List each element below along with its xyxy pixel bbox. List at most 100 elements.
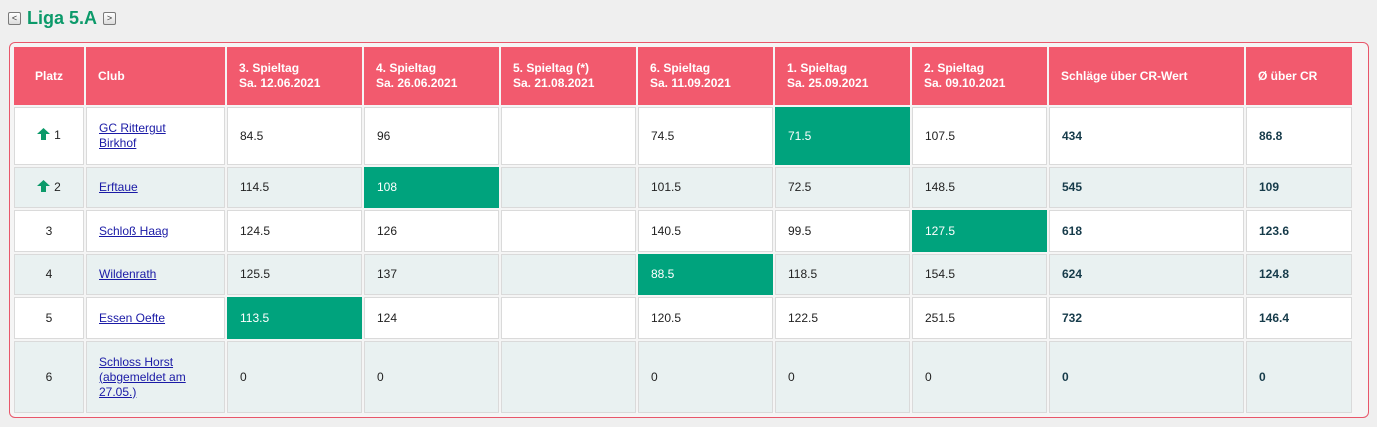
score-cell: 124.5 (227, 210, 362, 252)
table-header-row: Platz Club 3. Spieltag Sa. 12.06.2021 4. Spi… (14, 47, 1352, 105)
column-title: 6. Spieltag (650, 61, 711, 75)
score-cell: 126 (364, 210, 499, 252)
score-cell: 140.5 (638, 210, 773, 252)
score-cell (501, 107, 636, 165)
column-title: 1. Spieltag (787, 61, 848, 75)
score-cell: 120.5 (638, 297, 773, 339)
total-strokes-cell: 732 (1049, 297, 1244, 339)
col-spieltag-4-header: 4. Spieltag Sa. 26.06.2021 (364, 47, 499, 105)
score-cell: 148.5 (912, 167, 1047, 208)
next-league-button[interactable]: > (103, 11, 117, 25)
rank-cell: 3 (14, 210, 84, 252)
score-cell: 84.5 (227, 107, 362, 165)
club-name-line: GC Rittergut (99, 121, 166, 135)
score-cell: 0 (638, 341, 773, 413)
score-cell: 88.5 (638, 254, 773, 295)
club-name-line: Birkhof (99, 136, 137, 150)
club-cell: Schloß Haag (86, 210, 225, 252)
score-cell: 124 (364, 297, 499, 339)
score-cell: 96 (364, 107, 499, 165)
score-cell: 74.5 (638, 107, 773, 165)
standings-table: Platz Club 3. Spieltag Sa. 12.06.2021 4. Spi… (12, 45, 1354, 415)
rank-value: 3 (45, 223, 53, 238)
club-cell: Wildenrath (86, 254, 225, 295)
score-cell: 118.5 (775, 254, 910, 295)
club-name-line: Schloß Haag (99, 223, 169, 238)
rank-cell: 4 (14, 254, 84, 295)
rank-cell: 2 (14, 167, 84, 208)
score-cell (501, 254, 636, 295)
league-title: Liga 5.A (27, 7, 98, 28)
score-cell: 114.5 (227, 167, 362, 208)
avg-over-cr-cell: 0 (1246, 341, 1352, 413)
club-link[interactable]: Schloss Horst (abgemeldet am 27.05.) (99, 355, 186, 399)
col-strokes-over-cr-header: Schläge über CR-Wert (1049, 47, 1244, 105)
league-header: < Liga 5.A > (8, 6, 117, 30)
club-link[interactable]: Wildenrath (99, 267, 156, 281)
score-cell: 0 (912, 341, 1047, 413)
club-link[interactable]: GC Rittergut Birkhof (99, 121, 166, 150)
club-name-line: Erftaue (99, 180, 138, 194)
club-link[interactable]: Essen Oefte (99, 311, 165, 325)
col-spieltag-1-header: 1. Spieltag Sa. 25.09.2021 (775, 47, 910, 105)
score-cell: 127.5 (912, 210, 1047, 252)
score-cell: 125.5 (227, 254, 362, 295)
score-cell: 0 (227, 341, 362, 413)
table-row: 3 Schloß Haag 124.5 126 140.5 99.5 127.5 618 123… (14, 210, 1352, 252)
table-row: 5 Essen Oefte 113.5 124 120.5 122.5 251.5 732 14… (14, 297, 1352, 339)
prev-league-button[interactable]: < (8, 11, 21, 25)
score-cell: 108 (364, 167, 499, 208)
club-link[interactable]: Schloß Haag (99, 224, 168, 238)
rank-cell: 5 (14, 297, 84, 339)
total-strokes-cell: 434 (1049, 107, 1244, 165)
total-strokes-cell: 624 (1049, 254, 1244, 295)
col-club-header: Club (86, 47, 225, 105)
score-cell (501, 167, 636, 208)
rank-value: 5 (45, 310, 53, 325)
club-name-line: (abgemeldet am (99, 369, 186, 384)
avg-over-cr-cell: 124.8 (1246, 254, 1352, 295)
score-cell (501, 297, 636, 339)
club-name-line: 27.05.) (99, 384, 137, 399)
rank-value: 6 (45, 369, 53, 384)
rank-value: 2 (54, 179, 61, 194)
avg-over-cr-cell: 109 (1246, 167, 1352, 208)
club-cell: GC Rittergut Birkhof (86, 107, 225, 165)
column-title: 5. Spieltag (*) (513, 61, 590, 75)
score-cell: 154.5 (912, 254, 1047, 295)
rank-cell: 6 (14, 341, 84, 413)
score-cell (501, 341, 636, 413)
column-title: 3. Spieltag (239, 61, 300, 75)
table-row: 4 Wildenrath 125.5 137 88.5 118.5 154.5 624 124.… (14, 254, 1352, 295)
club-link[interactable]: Erftaue (99, 180, 138, 194)
trend-up-icon (37, 179, 51, 192)
club-cell: Erftaue (86, 167, 225, 208)
column-date: Sa. 26.06.2021 (376, 76, 458, 90)
score-cell: 72.5 (775, 167, 910, 208)
column-date: Sa. 25.09.2021 (787, 76, 869, 90)
avg-over-cr-cell: 123.6 (1246, 210, 1352, 252)
column-title: Platz (34, 68, 63, 83)
club-cell: Essen Oefte (86, 297, 225, 339)
col-spieltag-6-header: 6. Spieltag Sa. 11.09.2021 (638, 47, 773, 105)
total-strokes-cell: 0 (1049, 341, 1244, 413)
avg-over-cr-cell: 146.4 (1246, 297, 1352, 339)
score-cell: 0 (775, 341, 910, 413)
table-row: 2 Erftaue 114.5 108 101.5 72.5 148.5 545 109 (14, 167, 1352, 208)
score-cell: 113.5 (227, 297, 362, 339)
avg-over-cr-cell: 86.8 (1246, 107, 1352, 165)
score-cell: 137 (364, 254, 499, 295)
rank-cell: 1 (14, 107, 84, 165)
club-name-line: Essen Oefte (99, 310, 166, 325)
score-cell: 99.5 (775, 210, 910, 252)
table-row: 1 GC Rittergut Birkhof 84.5 96 74.5 71.5 107.5 4… (14, 107, 1352, 165)
standings-frame: Platz Club 3. Spieltag Sa. 12.06.2021 4. Spi… (9, 42, 1369, 418)
rank-value: 1 (54, 128, 61, 142)
column-title: 4. Spieltag (376, 61, 437, 75)
score-cell (501, 210, 636, 252)
column-title: Schläge über CR-Wert (1061, 68, 1188, 83)
score-cell: 122.5 (775, 297, 910, 339)
score-cell: 101.5 (638, 167, 773, 208)
column-date: Sa. 09.10.2021 (924, 76, 1006, 90)
score-cell: 251.5 (912, 297, 1047, 339)
